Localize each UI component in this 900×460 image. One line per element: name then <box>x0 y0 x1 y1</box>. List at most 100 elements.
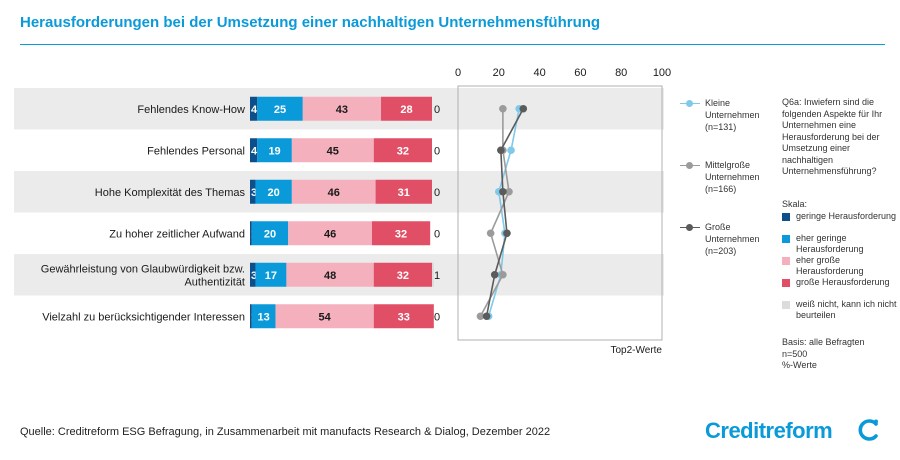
legend-label-line: (n=166) <box>705 184 737 194</box>
legend-dot-icon <box>686 161 693 169</box>
legend-label: Mittelgroße Unternehmen (n=166) <box>705 159 760 195</box>
legend-label-line: (n=203) <box>705 246 737 256</box>
scale-item-label: eher große Herausforderung <box>796 255 864 276</box>
bar-value-label: 32 <box>397 270 409 282</box>
axis-tick-label: 100 <box>653 67 671 79</box>
bar-value-label: 0 <box>434 228 440 240</box>
brand-logo[interactable]: Creditreform <box>705 418 833 443</box>
bar-segment <box>286 262 374 287</box>
bar-segment <box>291 138 374 163</box>
bar-value-label: 54 <box>318 311 331 323</box>
data-point <box>499 187 507 196</box>
data-point <box>499 270 507 279</box>
category-label: Fehlendes Personal <box>147 145 245 157</box>
scale-swatch-icon <box>782 235 790 243</box>
category-label: Fehlendes Know-How <box>137 104 245 116</box>
bar-segment <box>288 221 372 246</box>
scale-item-label: geringe Herausforderung <box>796 211 897 221</box>
bar-value-label: 3 <box>251 187 257 199</box>
bar-segment <box>250 179 256 204</box>
legend-label: Große Unternehmen (n=203) <box>705 221 760 257</box>
category-label: Zu hoher zeitlicher Aufwand <box>109 228 245 240</box>
bar-segment <box>373 262 432 287</box>
legend-item: Kleine Unternehmen (n=131) <box>680 97 780 159</box>
scale-item-label: weiß nicht, kann ich nicht beurteilen <box>796 299 897 320</box>
legend-label-line: Unternehmen <box>705 234 760 244</box>
basis-note: Basis: alle Befragten n=500 %-Werte <box>782 337 897 372</box>
scale-swatch-icon <box>782 279 790 287</box>
bar-value-label: 19 <box>268 145 280 157</box>
legend-label-line: Kleine <box>705 98 731 108</box>
category-label: Hohe Komplexität des Themas <box>95 187 246 199</box>
bar-segment <box>371 221 431 246</box>
bar-value-label: 13 <box>258 311 270 323</box>
chart-title: Herausforderungen bei der Umsetzung eine… <box>20 14 601 31</box>
bar-value-label: 46 <box>324 228 336 240</box>
basis-line: n=500 <box>782 348 808 359</box>
legend-label: Kleine Unternehmen (n=131) <box>705 97 760 133</box>
bar-segment <box>381 96 432 121</box>
bar-segment <box>251 221 289 246</box>
bar-value-label: 45 <box>327 145 339 157</box>
scale-item: weiß nicht, kann ich nicht beurteilen <box>782 299 897 321</box>
scale-swatch-icon <box>782 213 790 221</box>
bar-value-label: 0 <box>434 187 440 199</box>
bar-value-label: 48 <box>324 270 336 282</box>
dot-plot-frame <box>457 85 663 341</box>
legend-dot-icon <box>686 223 693 231</box>
axis-tick-label: 20 <box>493 67 505 79</box>
data-point <box>497 146 505 155</box>
bar-value-label: 43 <box>336 104 348 116</box>
bar-value-label: 0 <box>434 311 440 323</box>
data-point <box>507 146 515 155</box>
bar-value-label: 46 <box>328 187 340 199</box>
bar-value-label: 28 <box>400 104 412 116</box>
bar-value-label: 1 <box>434 270 440 282</box>
axis-label: Top2-Werte <box>610 345 662 356</box>
bar-segment <box>250 96 258 121</box>
bar-value-label: 25 <box>274 104 286 116</box>
bar-segment <box>373 304 434 329</box>
bar-segment <box>250 138 258 163</box>
scale-item-label: eher geringe Herausforderung <box>796 233 864 254</box>
bar-segment <box>250 262 256 287</box>
bar-segment <box>257 138 292 163</box>
scale-item: eher große Herausforderung <box>782 255 897 277</box>
data-point <box>490 270 499 279</box>
data-point <box>519 104 528 113</box>
legend-item: Mittelgroße Unternehmen (n=166) <box>680 159 780 221</box>
legend-label-line: Mittelgroße <box>705 160 751 170</box>
bar-value-label: 20 <box>268 187 280 199</box>
bar-segment <box>432 262 434 287</box>
legend-dot-icon <box>686 99 693 107</box>
scale-swatch-icon <box>782 257 790 265</box>
category-label: Gewährleistung von Glaubwürdigkeit bzw. <box>41 263 245 275</box>
bar-segment <box>251 304 276 329</box>
data-point <box>476 312 485 321</box>
bar-value-label: 3 <box>251 270 257 282</box>
category-label: Vielzahl zu berücksichtigender Interesse… <box>42 311 245 323</box>
bar-value-label: 17 <box>265 270 277 282</box>
data-point <box>482 312 491 321</box>
bar-segment <box>373 138 432 163</box>
scale-item-label: große Herausforderung <box>796 277 890 287</box>
scale-item: eher geringe Herausforderung <box>782 233 897 255</box>
basis-line: %-Werte <box>782 360 817 370</box>
bar-value-label: 32 <box>397 145 409 157</box>
scale-legend-items: geringe Herausforderung eher geringe Hera… <box>782 211 897 321</box>
bar-segment <box>255 262 287 287</box>
bar-segment <box>255 179 292 204</box>
scale-legend: Skala: geringe Herausforderung eher gerin… <box>782 198 897 321</box>
bar-value-label: 0 <box>434 104 440 116</box>
data-point <box>503 229 511 238</box>
scale-item: große Herausforderung <box>782 277 897 299</box>
legend-label-line: Unternehmen <box>705 110 760 120</box>
bar-segment <box>257 96 303 121</box>
data-point <box>486 229 495 238</box>
bar-segment <box>291 179 376 204</box>
legend-item: Große Unternehmen (n=203) <box>680 221 780 283</box>
series-line <box>479 108 510 317</box>
scale-item: geringe Herausforderung <box>782 211 897 233</box>
basis-line: Basis: alle Befragten <box>782 337 865 347</box>
